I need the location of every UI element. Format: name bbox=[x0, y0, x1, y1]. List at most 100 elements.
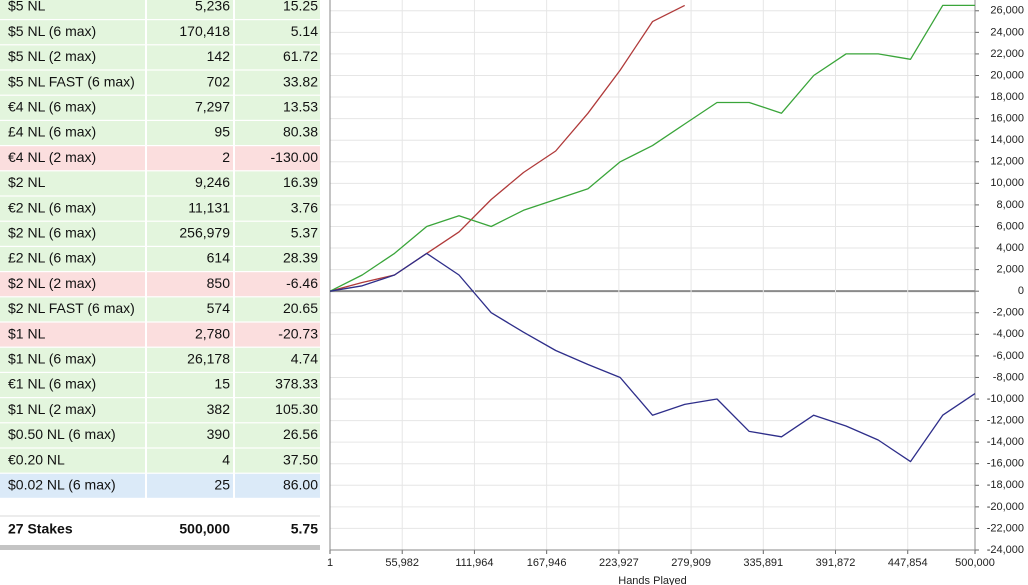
table-row: $1 NL (2 max) 382 105.30 bbox=[0, 398, 320, 423]
table-row: €2 NL (6 max) 11,131 3.76 bbox=[0, 196, 320, 221]
table-row: $2 NL (6 max) 256,979 5.37 bbox=[0, 221, 320, 246]
y-tick-label: -20,000 bbox=[987, 501, 1024, 513]
cell-bg bbox=[0, 247, 145, 271]
cell-bg bbox=[235, 423, 320, 448]
stake-name: €0.20 NL bbox=[8, 451, 65, 467]
cell-bg bbox=[147, 347, 233, 372]
y-tick-label: -16,000 bbox=[987, 458, 1024, 470]
cell-bg bbox=[0, 398, 145, 423]
bb-per-100: 105.30 bbox=[275, 401, 318, 417]
footer-hands: 500,000 bbox=[179, 521, 230, 537]
y-tick-label: -4,000 bbox=[993, 328, 1024, 340]
hands: 26,178 bbox=[187, 351, 230, 367]
cell-bg bbox=[235, 196, 320, 221]
hands: 170,418 bbox=[179, 23, 230, 39]
cell-bg bbox=[0, 70, 145, 95]
y-tick-label: 4,000 bbox=[996, 242, 1024, 254]
footer-bb: 5.75 bbox=[291, 521, 318, 537]
cell-bg bbox=[0, 196, 145, 221]
series-line bbox=[330, 4, 975, 292]
bb-per-100: 378.33 bbox=[275, 376, 318, 392]
stake-name: $0.50 NL (6 max) bbox=[8, 426, 116, 442]
hands: 2 bbox=[222, 149, 230, 165]
table-row: $5 NL FAST (6 max) 702 33.82 bbox=[0, 70, 320, 95]
stake-name: $1 NL bbox=[8, 325, 46, 341]
x-tick-label: 500,000 bbox=[955, 557, 995, 569]
hands: 9,246 bbox=[195, 174, 230, 190]
series-line bbox=[330, 252, 976, 463]
x-tick-label: 111,964 bbox=[455, 557, 493, 569]
footer-stakes: 27 Stakes bbox=[8, 521, 73, 537]
cell-bg bbox=[147, 196, 233, 221]
y-tick-label: 0 bbox=[1018, 285, 1024, 297]
x-tick-label: 223,927 bbox=[599, 557, 639, 569]
hands: 614 bbox=[207, 250, 231, 266]
cell-bg bbox=[0, 121, 145, 145]
bb-per-100: -20.73 bbox=[278, 325, 318, 341]
hands: 702 bbox=[207, 73, 231, 89]
table-row: $5 NL (6 max) 170,418 5.14 bbox=[0, 20, 320, 45]
cell-bg bbox=[147, 423, 233, 448]
hands: 5,236 bbox=[195, 0, 230, 14]
cell-bg bbox=[147, 0, 233, 19]
hands: 2,780 bbox=[195, 325, 230, 341]
y-tick-label: 14,000 bbox=[990, 134, 1024, 146]
cell-bg bbox=[235, 221, 320, 246]
hands: 850 bbox=[207, 275, 231, 291]
y-tick-label: 8,000 bbox=[996, 199, 1024, 211]
x-tick-label: 55,982 bbox=[385, 557, 419, 569]
y-tick-label: 26,000 bbox=[990, 5, 1024, 17]
table-row: $1 NL 2,780 -20.73 bbox=[0, 322, 320, 347]
hands: 574 bbox=[207, 300, 231, 316]
bb-per-100: 37.50 bbox=[283, 451, 318, 467]
cell-bg bbox=[147, 448, 233, 473]
bb-per-100: 5.37 bbox=[291, 225, 318, 241]
cell-bg bbox=[0, 45, 145, 70]
table-row: £2 NL (6 max) 614 28.39 bbox=[0, 247, 320, 271]
cell-bg bbox=[235, 373, 320, 397]
hands: 25 bbox=[214, 477, 230, 493]
cell-bg bbox=[0, 272, 145, 297]
hands: 11,131 bbox=[188, 199, 230, 215]
cell-bg bbox=[147, 473, 233, 498]
cell-bg bbox=[0, 448, 145, 473]
cell-bg bbox=[0, 347, 145, 372]
cell-bg bbox=[235, 45, 320, 70]
stake-name: £4 NL (6 max) bbox=[8, 124, 96, 140]
y-tick-label: -18,000 bbox=[987, 479, 1024, 491]
y-tick-label: 22,000 bbox=[990, 48, 1024, 60]
stakes-table: $5 NL 5,236 15.25$5 NL (6 max) 170,418 5.14$… bbox=[0, 0, 320, 550]
x-tick-label: 279,909 bbox=[671, 557, 711, 569]
y-tick-label: 12,000 bbox=[990, 156, 1024, 168]
cell-bg bbox=[0, 473, 145, 498]
y-tick-label: 20,000 bbox=[990, 69, 1024, 81]
hands: 7,297 bbox=[195, 99, 230, 115]
hands: 142 bbox=[207, 48, 231, 64]
scrollbar bbox=[0, 545, 320, 550]
cell-bg bbox=[0, 322, 145, 347]
table-row: $2 NL (2 max) 850 -6.46 bbox=[0, 272, 320, 297]
cell-bg bbox=[235, 247, 320, 271]
table-row: £4 NL (6 max) 95 80.38 bbox=[0, 121, 320, 145]
cell-bg bbox=[235, 272, 320, 297]
hands: 256,979 bbox=[179, 225, 230, 241]
y-tick-label: 18,000 bbox=[990, 91, 1024, 103]
stake-name: $2 NL FAST (6 max) bbox=[8, 300, 135, 316]
stake-name: £2 NL (6 max) bbox=[8, 250, 96, 266]
x-tick-label: 447,854 bbox=[888, 557, 928, 569]
table-row: €0.20 NL 4 37.50 bbox=[0, 448, 320, 473]
stake-name: $2 NL bbox=[8, 174, 46, 190]
bb-per-100: 26.56 bbox=[283, 426, 318, 442]
cell-bg bbox=[0, 297, 145, 322]
cell-bg bbox=[235, 121, 320, 145]
stake-name: €4 NL (6 max) bbox=[8, 99, 96, 115]
hands: 4 bbox=[222, 451, 230, 467]
table-row: $5 NL (2 max) 142 61.72 bbox=[0, 45, 320, 70]
cell-bg bbox=[147, 45, 233, 70]
x-tick-label: 167,946 bbox=[527, 557, 567, 569]
x-tick-label: 1 bbox=[327, 557, 333, 569]
cell-bg bbox=[147, 121, 233, 145]
cell-bg bbox=[0, 373, 145, 397]
cell-bg bbox=[147, 171, 233, 196]
